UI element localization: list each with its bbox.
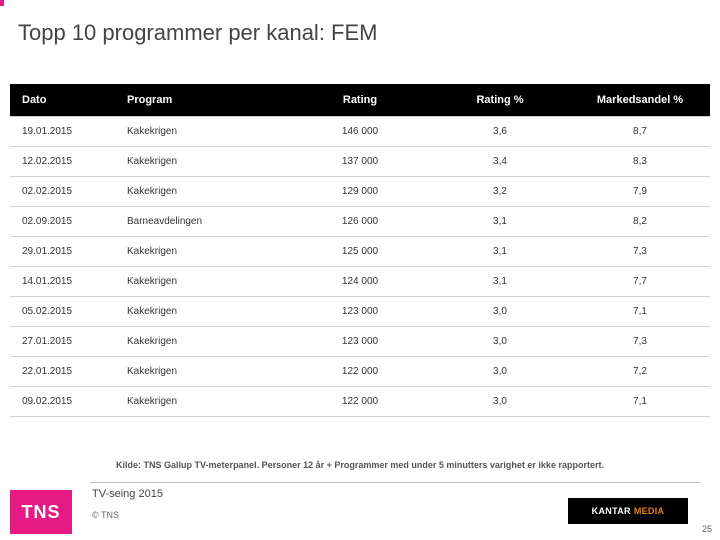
- table-cell: 19.01.2015: [10, 117, 115, 147]
- table-header-row: Dato Program Rating Rating % Markedsande…: [10, 84, 710, 117]
- tns-logo: TNS: [10, 490, 72, 534]
- table-cell: Kakekrigen: [115, 297, 290, 327]
- table-cell: 122 000: [290, 357, 430, 387]
- table-cell: 3,0: [430, 297, 570, 327]
- table-cell: 22.01.2015: [10, 357, 115, 387]
- table-cell: 7,9: [570, 177, 710, 207]
- table-row: 02.02.2015Kakekrigen129 0003,27,9: [10, 177, 710, 207]
- table-row: 05.02.2015Kakekrigen123 0003,07,1: [10, 297, 710, 327]
- table-cell: 7,2: [570, 357, 710, 387]
- accent-bar: [0, 0, 4, 6]
- th-date: Dato: [10, 84, 115, 117]
- table-row: 29.01.2015Kakekrigen125 0003,17,3: [10, 237, 710, 267]
- footer-title: TV-seing 2015: [92, 488, 163, 500]
- table-cell: 3,4: [430, 147, 570, 177]
- table-cell: 122 000: [290, 387, 430, 417]
- copyright: © TNS: [92, 510, 119, 520]
- kantar-logo-b: MEDIA: [631, 506, 665, 516]
- table-cell: 14.01.2015: [10, 267, 115, 297]
- table-cell: 09.02.2015: [10, 387, 115, 417]
- kantar-logo-a: KANTAR: [592, 506, 631, 516]
- table-cell: Kakekrigen: [115, 267, 290, 297]
- table-cell: 3,1: [430, 237, 570, 267]
- table-cell: 3,0: [430, 357, 570, 387]
- table-cell: 3,0: [430, 387, 570, 417]
- table-cell: 123 000: [290, 327, 430, 357]
- table-cell: 7,3: [570, 237, 710, 267]
- table-cell: 05.02.2015: [10, 297, 115, 327]
- table-cell: 8,2: [570, 207, 710, 237]
- table-body: 19.01.2015Kakekrigen146 0003,68,712.02.2…: [10, 117, 710, 417]
- table-cell: Kakekrigen: [115, 357, 290, 387]
- table-cell: 146 000: [290, 117, 430, 147]
- table-cell: 7,3: [570, 327, 710, 357]
- th-ratingp: Rating %: [430, 84, 570, 117]
- th-share: Markedsandel %: [570, 84, 710, 117]
- table-row: 22.01.2015Kakekrigen122 0003,07,2: [10, 357, 710, 387]
- table-row: 09.02.2015Kakekrigen122 0003,07,1: [10, 387, 710, 417]
- table-cell: Kakekrigen: [115, 387, 290, 417]
- source-note: Kilde: TNS Gallup TV-meterpanel. Persone…: [0, 460, 720, 470]
- table-cell: Kakekrigen: [115, 177, 290, 207]
- table-cell: 124 000: [290, 267, 430, 297]
- table-cell: 3,1: [430, 267, 570, 297]
- table-cell: 137 000: [290, 147, 430, 177]
- kantar-logo: KANTAR MEDIA: [568, 498, 688, 524]
- programs-table: Dato Program Rating Rating % Markedsande…: [10, 84, 710, 417]
- table-cell: 02.09.2015: [10, 207, 115, 237]
- table-cell: 7,1: [570, 387, 710, 417]
- table-cell: Kakekrigen: [115, 117, 290, 147]
- page-number: 25: [702, 524, 712, 534]
- th-rating: Rating: [290, 84, 430, 117]
- table-cell: Kakekrigen: [115, 237, 290, 267]
- table-cell: Barneavdelingen: [115, 207, 290, 237]
- table-cell: 123 000: [290, 297, 430, 327]
- table-cell: Kakekrigen: [115, 147, 290, 177]
- table-cell: 3,1: [430, 207, 570, 237]
- th-program: Program: [115, 84, 290, 117]
- footer-divider: [90, 482, 700, 483]
- table-cell: 3,6: [430, 117, 570, 147]
- table-cell: 8,7: [570, 117, 710, 147]
- table-cell: 3,0: [430, 327, 570, 357]
- table-row: 02.09.2015Barneavdelingen126 0003,18,2: [10, 207, 710, 237]
- table-cell: 7,1: [570, 297, 710, 327]
- table-row: 19.01.2015Kakekrigen146 0003,68,7: [10, 117, 710, 147]
- table-cell: 126 000: [290, 207, 430, 237]
- table-cell: 02.02.2015: [10, 177, 115, 207]
- page-title: Topp 10 programmer per kanal: FEM: [18, 20, 378, 46]
- tns-logo-text: TNS: [22, 502, 61, 523]
- table-cell: Kakekrigen: [115, 327, 290, 357]
- table-cell: 29.01.2015: [10, 237, 115, 267]
- table-cell: 7,7: [570, 267, 710, 297]
- table-cell: 129 000: [290, 177, 430, 207]
- table-cell: 8,3: [570, 147, 710, 177]
- table-row: 14.01.2015Kakekrigen124 0003,17,7: [10, 267, 710, 297]
- table-row: 12.02.2015Kakekrigen137 0003,48,3: [10, 147, 710, 177]
- table-cell: 12.02.2015: [10, 147, 115, 177]
- table-cell: 125 000: [290, 237, 430, 267]
- table-cell: 3,2: [430, 177, 570, 207]
- table-cell: 27.01.2015: [10, 327, 115, 357]
- table-row: 27.01.2015Kakekrigen123 0003,07,3: [10, 327, 710, 357]
